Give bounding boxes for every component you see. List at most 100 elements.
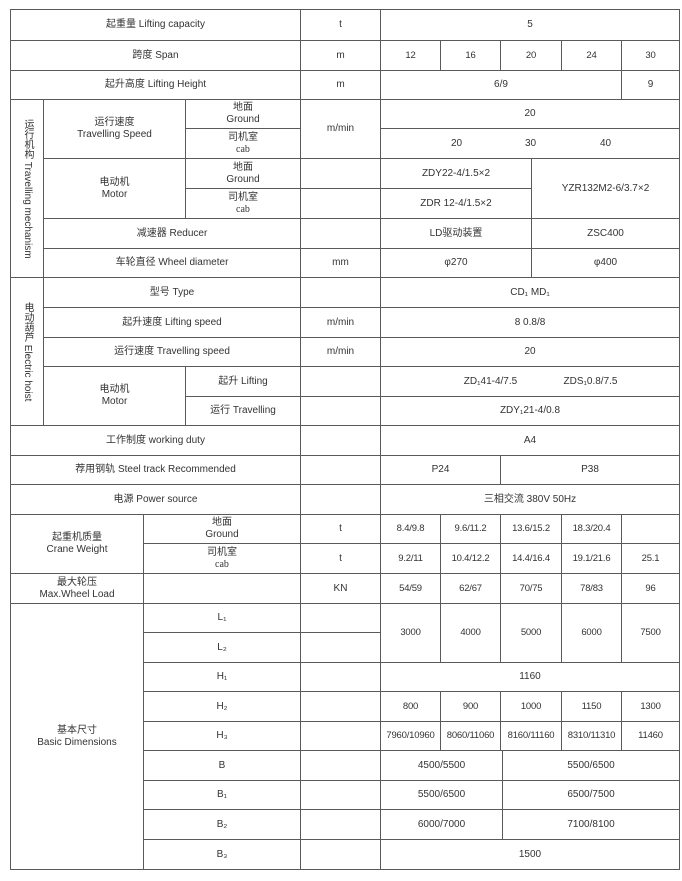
hoist-lifting-speed-unit: m/min bbox=[300, 307, 381, 338]
lifting-capacity-unit: t bbox=[300, 9, 381, 41]
lifting-height-unit: m bbox=[300, 70, 381, 100]
cab-label: 司机室 cab bbox=[185, 128, 301, 159]
span-value: 12 bbox=[380, 40, 441, 71]
hoist-type-label: 型号 Type bbox=[43, 277, 301, 308]
max-wheel-load-value: 78/83 bbox=[561, 573, 622, 604]
crane-weight-cab-value: 10.4/12.2 bbox=[440, 543, 501, 574]
span-value: 20 bbox=[500, 40, 562, 71]
dimension-b3-value: 1500 bbox=[380, 839, 680, 870]
motor-unit-empty bbox=[300, 158, 381, 189]
crane-weight-cab-value: 9.2/11 bbox=[380, 543, 441, 574]
travelling-speed-cab-value: 40 bbox=[599, 137, 612, 149]
dimension-l-value: 4000 bbox=[440, 603, 501, 663]
dimension-label-h1: H₁ bbox=[143, 662, 301, 692]
wheel-diameter-label: 车轮直径 Wheel diameter bbox=[43, 248, 301, 278]
travelling-speed-cab-value: 20 bbox=[450, 137, 463, 149]
travelling-speed-unit: m/min bbox=[300, 99, 381, 159]
dimension-h3-value: 8310/11310 bbox=[561, 721, 622, 751]
max-wheel-load-value: 54/59 bbox=[380, 573, 441, 604]
dimension-label-b1: B₁ bbox=[143, 780, 301, 810]
lifting-height-value: 9 bbox=[621, 70, 680, 100]
working-duty-value: A4 bbox=[380, 425, 680, 456]
lifting-capacity-label: 起重量 Lifting capacity bbox=[10, 9, 301, 41]
dimension-h2-value: 1150 bbox=[561, 691, 622, 722]
dimension-unit-empty bbox=[300, 691, 381, 722]
dimension-l-value: 5000 bbox=[500, 603, 562, 663]
hoist-motor-travelling-label: 运行 Travelling bbox=[185, 396, 301, 426]
basic-dimensions-label: 基本尺寸 Basic Dimensions bbox=[10, 603, 144, 870]
crane-weight-ground-value: 9.6/11.2 bbox=[440, 514, 501, 544]
hoist-motor-label: 电动机 Motor bbox=[43, 366, 186, 426]
travelling-mechanism-group-label: 运行机构 Travelling mechanism bbox=[10, 99, 44, 278]
hoist-motor-lifting-value: ZDS₁0.8/7.5 bbox=[563, 375, 618, 387]
span-value: 30 bbox=[621, 40, 680, 71]
crane-weight-label: 起重机质量 Crane Weight bbox=[10, 514, 144, 574]
dimension-unit-empty bbox=[300, 809, 381, 840]
electric-hoist-group-label: 电动葫芦 Electric hoist bbox=[10, 277, 44, 426]
reducer-value: ZSC400 bbox=[531, 218, 680, 249]
crane-weight-ground-value: 18.3/20.4 bbox=[561, 514, 622, 544]
power-source-value: 三相交流 380V 50Hz bbox=[380, 484, 680, 515]
hoist-travelling-speed-unit: m/min bbox=[300, 337, 381, 367]
motor-label: 电动机 Motor bbox=[43, 158, 186, 219]
dimension-b1-value: 6500/7500 bbox=[502, 780, 680, 810]
lifting-capacity-value: 5 bbox=[380, 9, 680, 41]
reducer-label: 减速器 Reducer bbox=[43, 218, 301, 249]
dimension-l-value: 3000 bbox=[380, 603, 441, 663]
crane-weight-unit: t bbox=[300, 514, 381, 544]
dimension-b-value: 4500/5500 bbox=[380, 750, 503, 781]
travelling-speed-cab-value: 30 bbox=[524, 137, 537, 149]
dimension-h3-value: 11460 bbox=[621, 721, 680, 751]
motor-ground-value: ZDY22-4/1.5×2 bbox=[380, 158, 532, 189]
dimension-h2-value: 900 bbox=[440, 691, 501, 722]
hoist-motor-unit-empty bbox=[300, 396, 381, 426]
dimension-b2-value: 6000/7000 bbox=[380, 809, 503, 840]
power-source-unit-empty bbox=[300, 484, 381, 515]
crane-weight-cab-value: 25.1 bbox=[621, 543, 680, 574]
hoist-travelling-speed-value: 20 bbox=[380, 337, 680, 367]
max-wheel-load-value: 70/75 bbox=[500, 573, 562, 604]
hoist-motor-lifting-label: 起升 Lifting bbox=[185, 366, 301, 397]
dimension-h2-value: 800 bbox=[380, 691, 441, 722]
crane-weight-cab-value: 14.4/16.4 bbox=[500, 543, 562, 574]
dimension-unit-empty bbox=[300, 603, 381, 633]
cab-label: 司机室 cab bbox=[143, 543, 301, 574]
dimension-label-b2: B₂ bbox=[143, 809, 301, 840]
max-wheel-load-value: 62/67 bbox=[440, 573, 501, 604]
max-wheel-load-empty bbox=[143, 573, 301, 604]
span-value: 16 bbox=[440, 40, 501, 71]
cab-label: 司机室 cab bbox=[185, 188, 301, 219]
dimension-b-value: 5500/6500 bbox=[502, 750, 680, 781]
reducer-value: LD驱动装置 bbox=[380, 218, 532, 249]
ground-label: 地面 Ground bbox=[185, 99, 301, 129]
dimension-b2-value: 7100/8100 bbox=[502, 809, 680, 840]
lifting-height-label: 起升高度 Lifting Height bbox=[10, 70, 301, 100]
dimension-h2-value: 1300 bbox=[621, 691, 680, 722]
wheel-diameter-value: φ400 bbox=[531, 248, 680, 278]
dimension-label-l2: L₂ bbox=[143, 632, 301, 663]
dimension-label-b: B bbox=[143, 750, 301, 781]
steel-track-value: P38 bbox=[500, 455, 680, 485]
dimension-h3-value: 8060/11060 bbox=[440, 721, 501, 751]
steel-track-value: P24 bbox=[380, 455, 501, 485]
hoist-lifting-speed-value: 8 0.8/8 bbox=[380, 307, 680, 338]
motor-value: YZR132M2-6/3.7×2 bbox=[531, 158, 680, 219]
dimension-label-l1: L₁ bbox=[143, 603, 301, 633]
hoist-type-value: CD₁ MD₁ bbox=[380, 277, 680, 308]
power-source-label: 电源 Power source bbox=[10, 484, 301, 515]
dimension-l-value: 7500 bbox=[621, 603, 680, 663]
hoist-motor-travelling-value: ZDY₁21-4/0.8 bbox=[380, 396, 680, 426]
max-wheel-load-value: 96 bbox=[621, 573, 680, 604]
span-value: 24 bbox=[561, 40, 622, 71]
hoist-travelling-speed-label: 运行速度 Travelling speed bbox=[43, 337, 301, 367]
crane-weight-ground-value bbox=[621, 514, 680, 544]
dimension-h3-value: 7960/10960 bbox=[380, 721, 441, 751]
dimension-unit-empty bbox=[300, 780, 381, 810]
dimension-unit-empty bbox=[300, 662, 381, 692]
span-label: 跨度 Span bbox=[10, 40, 301, 71]
steel-track-label: 荐用钢轨 Steel track Recommended bbox=[10, 455, 301, 485]
motor-unit-empty bbox=[300, 188, 381, 219]
dimension-l-value: 6000 bbox=[561, 603, 622, 663]
hoist-type-unit-empty bbox=[300, 277, 381, 308]
ground-label: 地面 Ground bbox=[185, 158, 301, 189]
